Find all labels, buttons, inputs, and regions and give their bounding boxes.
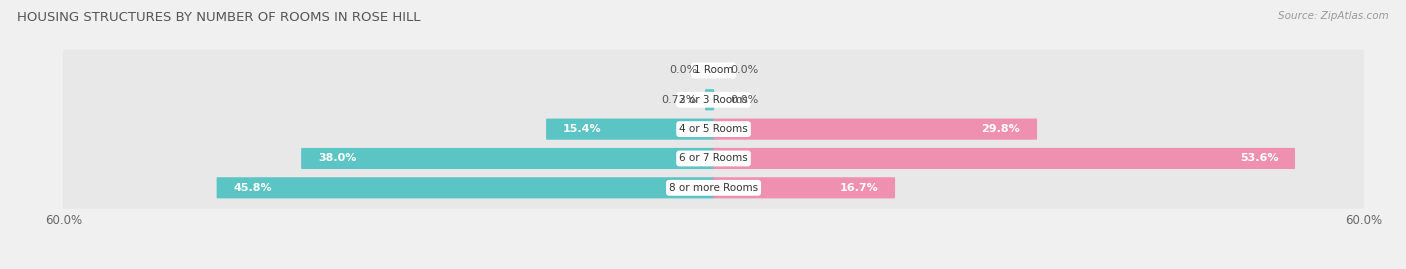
Text: 4 or 5 Rooms: 4 or 5 Rooms <box>679 124 748 134</box>
Legend: Owner-occupied, Renter-occupied: Owner-occupied, Renter-occupied <box>583 266 844 269</box>
FancyBboxPatch shape <box>704 89 714 110</box>
Text: HOUSING STRUCTURES BY NUMBER OF ROOMS IN ROSE HILL: HOUSING STRUCTURES BY NUMBER OF ROOMS IN… <box>17 11 420 24</box>
Text: 15.4%: 15.4% <box>562 124 602 134</box>
FancyBboxPatch shape <box>60 49 1367 91</box>
Text: 0.0%: 0.0% <box>730 95 758 105</box>
Text: 16.7%: 16.7% <box>839 183 879 193</box>
FancyBboxPatch shape <box>546 119 714 140</box>
Text: 0.0%: 0.0% <box>669 65 697 75</box>
FancyBboxPatch shape <box>713 148 1295 169</box>
Text: Source: ZipAtlas.com: Source: ZipAtlas.com <box>1278 11 1389 21</box>
Text: 0.73%: 0.73% <box>662 95 697 105</box>
Text: 6 or 7 Rooms: 6 or 7 Rooms <box>679 154 748 164</box>
Text: 29.8%: 29.8% <box>981 124 1021 134</box>
Text: 2 or 3 Rooms: 2 or 3 Rooms <box>679 95 748 105</box>
FancyBboxPatch shape <box>713 119 1038 140</box>
Text: 38.0%: 38.0% <box>318 154 356 164</box>
Text: 45.8%: 45.8% <box>233 183 271 193</box>
FancyBboxPatch shape <box>60 108 1367 150</box>
FancyBboxPatch shape <box>217 177 714 198</box>
FancyBboxPatch shape <box>301 148 714 169</box>
Text: 1 Room: 1 Room <box>693 65 734 75</box>
FancyBboxPatch shape <box>60 79 1367 121</box>
FancyBboxPatch shape <box>60 138 1367 179</box>
FancyBboxPatch shape <box>60 167 1367 209</box>
Text: 8 or more Rooms: 8 or more Rooms <box>669 183 758 193</box>
Text: 53.6%: 53.6% <box>1240 154 1278 164</box>
Text: 0.0%: 0.0% <box>730 65 758 75</box>
FancyBboxPatch shape <box>713 177 896 198</box>
